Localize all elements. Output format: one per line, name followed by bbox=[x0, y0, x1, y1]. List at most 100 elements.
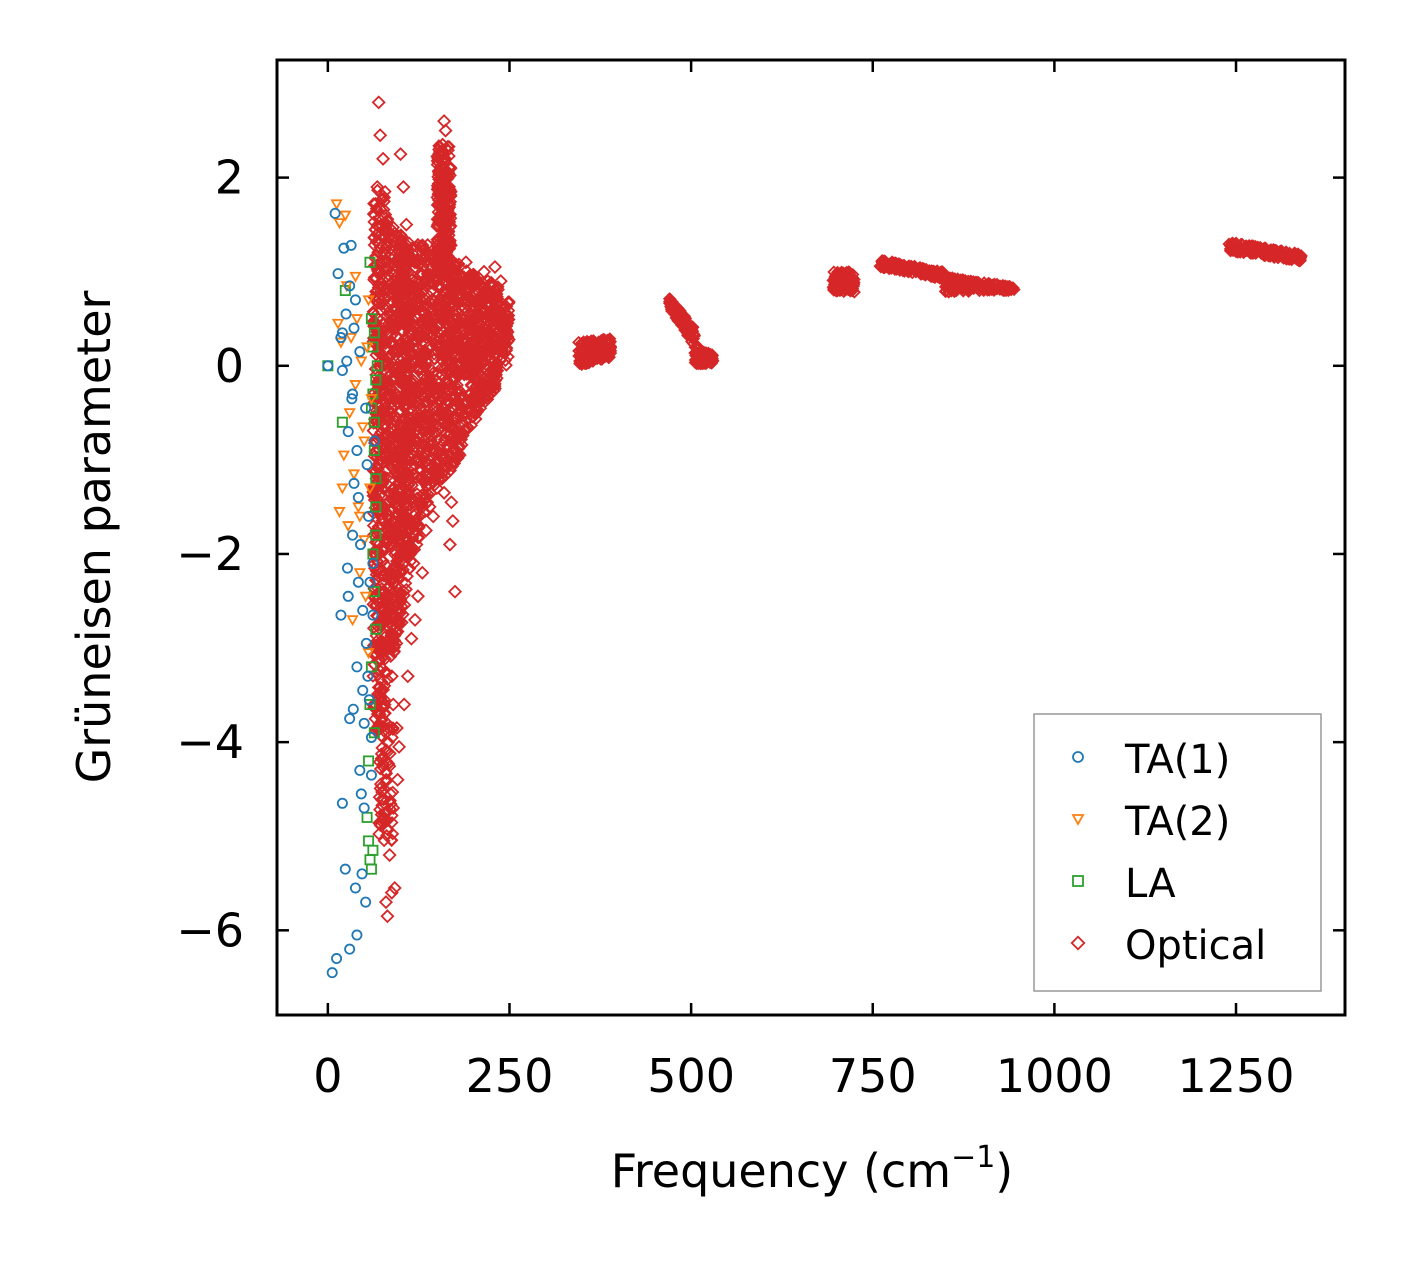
optical-dense-point bbox=[439, 451, 453, 465]
y-tick-label: −6 bbox=[176, 903, 244, 957]
optical-dense-point bbox=[421, 487, 435, 501]
optical-dense-point bbox=[372, 375, 386, 389]
optical-dense-point bbox=[949, 284, 963, 298]
la-point bbox=[363, 835, 375, 847]
optical-dense-point bbox=[374, 192, 388, 206]
optical-dense-point bbox=[974, 279, 988, 294]
optical-dense-point bbox=[939, 275, 953, 289]
optical-point bbox=[477, 264, 492, 279]
optical-dense-point bbox=[492, 339, 506, 353]
optical-dense-point bbox=[407, 444, 421, 458]
optical-dense-point bbox=[380, 619, 394, 633]
optical-dense-point bbox=[380, 599, 394, 614]
la-point bbox=[368, 586, 380, 598]
optical-dense-point bbox=[385, 834, 399, 848]
optical-dense-point bbox=[383, 746, 397, 761]
optical-dense-point bbox=[433, 340, 447, 354]
optical-dense-point bbox=[402, 325, 416, 339]
optical-dense-point bbox=[374, 747, 388, 761]
optical-dense-point bbox=[370, 322, 384, 336]
optical-point bbox=[455, 339, 470, 354]
la-point bbox=[363, 755, 375, 767]
optical-dense-point bbox=[846, 279, 860, 293]
optical-dense-point bbox=[432, 381, 446, 395]
optical-dense-point bbox=[447, 299, 461, 313]
optical-point bbox=[487, 259, 502, 275]
ta2-point bbox=[333, 507, 346, 519]
ta2-point bbox=[347, 469, 361, 481]
optical-dense-point bbox=[449, 385, 463, 399]
optical-dense-point bbox=[379, 744, 393, 758]
optical-point bbox=[458, 255, 473, 270]
optical-dense-point bbox=[456, 429, 470, 443]
optical-dense-point bbox=[695, 351, 709, 365]
optical-dense-point bbox=[686, 320, 700, 334]
optical-dense-point bbox=[378, 693, 392, 707]
ta1-point bbox=[336, 364, 348, 376]
ta1-point bbox=[365, 731, 377, 743]
optical-dense-point bbox=[499, 330, 513, 344]
optical-dense-point bbox=[602, 350, 616, 364]
optical-dense-point bbox=[389, 554, 403, 568]
x-tick-label: 1000 bbox=[996, 1049, 1113, 1103]
optical-dense-point bbox=[441, 242, 456, 256]
optical-dense-point bbox=[400, 569, 414, 583]
optical-dense-point bbox=[482, 283, 496, 297]
optical-dense-point bbox=[384, 532, 398, 546]
optical-dense-point bbox=[401, 338, 415, 352]
optical-point bbox=[410, 589, 425, 604]
optical-point bbox=[376, 151, 391, 166]
ta2-point bbox=[362, 648, 375, 660]
ta1-point bbox=[363, 510, 375, 522]
optical-point bbox=[397, 697, 412, 712]
optical-dense-point bbox=[400, 440, 414, 454]
optical-dense-point bbox=[440, 420, 454, 434]
optical-point bbox=[390, 772, 405, 787]
ta1-point bbox=[336, 797, 348, 809]
optical-point bbox=[409, 537, 424, 552]
optical-point bbox=[438, 123, 453, 138]
x-axis-label: Frequency (cm−1) bbox=[611, 1140, 1014, 1198]
ta1-point bbox=[364, 576, 376, 588]
optical-dense-point bbox=[494, 311, 508, 325]
optical-dense-point bbox=[436, 405, 450, 419]
la-point bbox=[370, 374, 382, 386]
optical-dense-point bbox=[444, 337, 458, 351]
optical-dense-point bbox=[469, 412, 483, 426]
legend-label-la: LA bbox=[1125, 861, 1176, 907]
optical-dense-point bbox=[425, 302, 440, 316]
optical-dense-point bbox=[428, 321, 442, 335]
optical-dense-point bbox=[381, 351, 395, 365]
la-point bbox=[365, 863, 377, 875]
optical-dense-point bbox=[463, 337, 477, 351]
optical-dense-point bbox=[423, 272, 437, 286]
optical-dense-point bbox=[446, 358, 460, 372]
optical-dense-point bbox=[386, 374, 400, 388]
optical-dense-point bbox=[475, 369, 489, 383]
optical-dense-point bbox=[381, 518, 395, 532]
optical-dense-point bbox=[927, 265, 941, 279]
x-tick-label: 750 bbox=[829, 1049, 917, 1103]
optical-dense-point bbox=[401, 524, 415, 538]
ta1-point bbox=[346, 393, 358, 405]
optical-dense-point bbox=[705, 352, 719, 366]
optical-dense-point bbox=[972, 276, 986, 290]
legend-label-optical: Optical bbox=[1125, 923, 1266, 969]
optical-dense-point bbox=[398, 281, 412, 296]
legend-marker-ta1 bbox=[1072, 751, 1084, 763]
ta1-point bbox=[341, 562, 353, 574]
optical-dense-point bbox=[409, 387, 423, 401]
ta2-point bbox=[363, 483, 377, 495]
optical-dense-point bbox=[397, 489, 411, 503]
optical-dense-point bbox=[1292, 252, 1306, 266]
y-tick-label: 2 bbox=[215, 151, 244, 205]
optical-point bbox=[451, 429, 466, 444]
optical-point bbox=[400, 669, 415, 684]
optical-dense-point bbox=[403, 561, 417, 576]
legend-markers bbox=[1070, 751, 1086, 951]
optical-dense-point bbox=[948, 272, 962, 286]
optical-point bbox=[392, 739, 407, 754]
optical-dense-point bbox=[473, 386, 487, 400]
optical-dense-point bbox=[388, 254, 402, 269]
optical-dense-point bbox=[386, 827, 400, 841]
